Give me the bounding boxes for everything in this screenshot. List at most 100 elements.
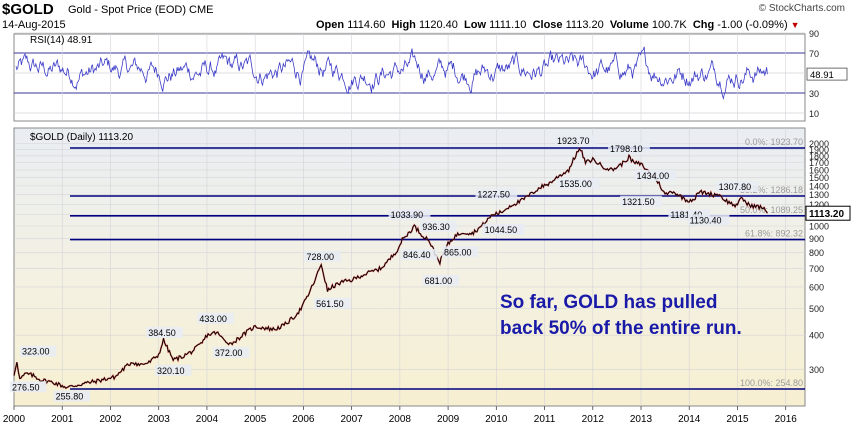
- exchange-text: CME: [189, 4, 214, 16]
- x-tick-label: 2003: [148, 414, 171, 425]
- low-value: 1111.10: [489, 19, 527, 31]
- price-annotation-bg: [53, 390, 91, 402]
- fib-level-label: 61.8%: 892.32: [745, 229, 803, 239]
- price-annotation-bg: [154, 364, 192, 376]
- annotation-text-line2: back 50% of the entire run.: [500, 318, 742, 339]
- last-price-box: [805, 205, 851, 221]
- rsi-last-value-box: [806, 67, 848, 81]
- fib-level-label: 0.0%: 1923.70: [745, 137, 803, 147]
- price-annotation: 1033.90: [391, 210, 424, 220]
- last-price-label: 1113.20: [809, 209, 844, 220]
- price-tick-label: 500: [809, 304, 824, 314]
- chg-value: -1.00 (-0.09%): [717, 19, 788, 31]
- x-tick-label: 2016: [775, 414, 798, 425]
- price-annotation-bg: [687, 214, 730, 226]
- price-annotation-bg: [20, 345, 57, 357]
- price-annotation: 1181.40: [670, 210, 702, 220]
- x-tick-label: 2012: [582, 414, 605, 425]
- x-tick-label: 2011: [534, 414, 556, 425]
- price-annotation-bg: [557, 177, 600, 189]
- price-annotation: 846.40: [403, 250, 431, 260]
- price-annotation-bg: [620, 195, 662, 207]
- x-axis: 2000 2001 2002 2003 2004 2005 2006 2007 2008 2009…: [3, 406, 797, 425]
- price-tick-label: 900: [809, 234, 824, 244]
- price-annotation-bg: [146, 326, 183, 338]
- price-annotation: 320.10: [157, 366, 185, 376]
- price-annotation-bg: [422, 274, 460, 286]
- fib-level-label: 100.0%: 254.80: [740, 378, 803, 388]
- price-tick-label: 600: [809, 282, 824, 292]
- low-label: Low: [464, 19, 487, 31]
- x-tick-label: 2014: [678, 414, 701, 425]
- x-tick-label: 2004: [196, 414, 219, 425]
- rsi-tick-label: 90: [809, 29, 819, 39]
- price-tick-label: 1400: [809, 181, 829, 191]
- open-label: Open: [316, 19, 345, 31]
- price-annotation: 936.30: [422, 222, 450, 232]
- price-tick-label: 1600: [809, 165, 829, 175]
- price-annotation: 323.00: [22, 347, 50, 357]
- price-annotation: 255.80: [56, 392, 84, 402]
- price-annotation: 1307.80: [719, 182, 752, 192]
- price-annotation-bg: [634, 170, 677, 182]
- x-tick-label: 2006: [292, 414, 315, 425]
- description-text: Gold - Spot Price (EOD): [68, 4, 186, 16]
- price-annotation: 681.00: [425, 276, 453, 286]
- volume-label: Volume: [609, 19, 649, 31]
- down-arrow-icon: ▼: [790, 20, 800, 30]
- close-label: Close: [532, 19, 563, 31]
- price-tick-label: 800: [809, 248, 824, 258]
- chg-label: Chg: [692, 19, 715, 31]
- price-annotation-bg: [212, 346, 250, 358]
- price-annotation-bg: [475, 188, 518, 200]
- close-value: 1113.20: [565, 19, 604, 31]
- price-tick-label: 1200: [809, 200, 829, 210]
- price-tick-label: 400: [809, 331, 824, 341]
- price-annotation-bg: [420, 220, 457, 232]
- price-annotation: 372.00: [215, 348, 243, 358]
- stockcharts-watermark: © StockCharts.com: [758, 3, 845, 14]
- price-annotation-bg: [304, 250, 341, 262]
- price-annotation-bg: [482, 223, 525, 235]
- x-tick-label: 2001: [51, 414, 74, 425]
- price-annotation: 728.00: [306, 252, 334, 262]
- ohlc-readout: Open 1114.60 High 1120.40 Low 1111.10 Cl…: [316, 19, 800, 31]
- price-annotation: 1321.50: [622, 197, 655, 207]
- annotation-text-line1: So far, GOLD has pulled: [500, 292, 718, 313]
- price-annotation: 1535.00: [559, 179, 592, 189]
- price-tick-label: 1000: [809, 221, 829, 231]
- price-annotation-bg: [10, 381, 47, 393]
- fib-level-label: 50.0%: 1089.25: [740, 205, 803, 215]
- price-annotation-bg: [388, 209, 431, 221]
- open-value: 1114.60: [347, 19, 386, 31]
- high-label: High: [391, 19, 416, 31]
- price-annotation: 1044.50: [485, 225, 518, 235]
- price-annotation: 561.50: [316, 299, 344, 309]
- price-annotation: 433.00: [199, 314, 227, 324]
- price-tick-label: 300: [809, 365, 824, 375]
- price-annotation-bg: [441, 246, 479, 258]
- price-tick-label: 700: [809, 264, 824, 274]
- price-annotation-bg: [716, 181, 759, 193]
- price-tick-label: 1300: [809, 190, 829, 200]
- rsi-tick-label: 10: [809, 109, 819, 119]
- price-annotation-bg: [197, 312, 234, 324]
- x-tick-label: 2009: [437, 414, 460, 425]
- x-tick-label: 2005: [244, 414, 267, 425]
- price-annotation-bg: [554, 135, 597, 146]
- price-title: $GOLD (Daily) 1113.20: [30, 132, 133, 143]
- rsi-line: [15, 46, 768, 100]
- x-tick-label: 2010: [485, 414, 508, 425]
- price-annotation: 276.50: [12, 382, 40, 392]
- symbol-title: $GOLD: [2, 1, 54, 18]
- fib-level-label: 38.2%: 1286.18: [740, 185, 803, 195]
- price-tick-label: 1900: [809, 145, 829, 155]
- price-annotation: 1798.10: [610, 144, 643, 154]
- price-tick-label: 1500: [809, 173, 829, 183]
- price-annotation: 1227.50: [477, 190, 510, 200]
- volume-value: 100.7K: [651, 19, 687, 31]
- symbol-description: Gold - Spot Price (EOD) CME: [68, 4, 214, 16]
- price-annotation: 865.00: [444, 247, 472, 257]
